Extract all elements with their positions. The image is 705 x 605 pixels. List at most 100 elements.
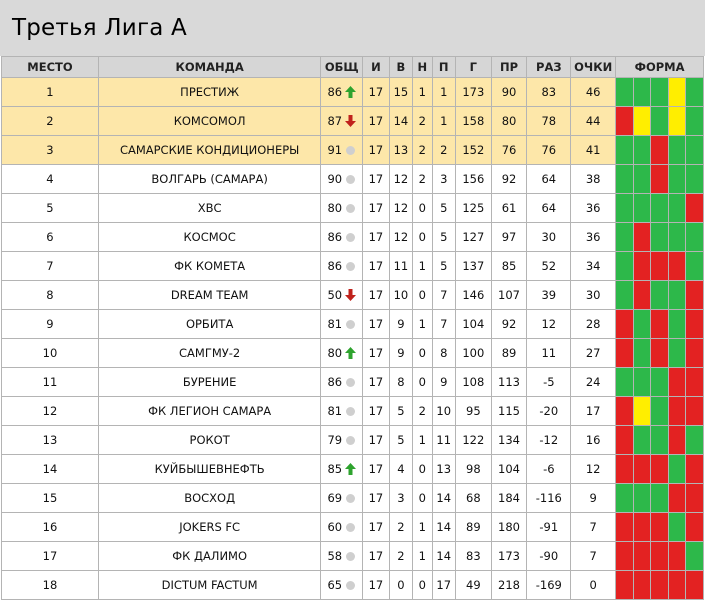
- form-loss: [616, 426, 634, 454]
- table-row[interactable]: 17 ФК ДАЛИМО 58 17 2 1 14 83 173 -90 7: [1, 541, 704, 571]
- table-row[interactable]: 15 ВОСХОД 69 17 3 0 14 68 184 -116 9: [1, 483, 704, 513]
- cell-team[interactable]: РОКОТ: [97, 425, 322, 455]
- header-points[interactable]: ОЧКИ: [570, 56, 617, 78]
- cell-team[interactable]: DICTUM FACTUM: [97, 570, 322, 600]
- overall-value: 87: [327, 114, 343, 128]
- overall-value: 60: [327, 520, 343, 534]
- cell-team[interactable]: ФК ЛЕГИОН САМАРА: [97, 396, 322, 426]
- header-played[interactable]: И: [362, 56, 390, 78]
- cell-goals-for: 125: [454, 193, 492, 223]
- header-drawn[interactable]: Н: [412, 56, 433, 78]
- table-row[interactable]: 3 САМАРСКИЕ КОНДИЦИОНЕРЫ 91 17 13 2 2 15…: [1, 135, 704, 165]
- cell-team[interactable]: ХВС: [97, 193, 322, 223]
- overall-value: 85: [327, 462, 343, 476]
- neutral-dot-icon: [345, 405, 356, 417]
- table-row[interactable]: 4 ВОЛГАРЬ (САМАРА) 90 17 12 2 3 156 92 6…: [1, 164, 704, 194]
- cell-drawn: 0: [412, 570, 433, 600]
- form-loss: [686, 397, 703, 425]
- table-row[interactable]: 16 JOKERS FC 60 17 2 1 14 89 180 -91 7: [1, 512, 704, 542]
- header-goals-against[interactable]: ПР: [490, 56, 528, 78]
- form-win: [633, 368, 652, 396]
- table-row[interactable]: 18 DICTUM FACTUM 65 17 0 0 17 49 218 -16…: [1, 570, 704, 600]
- cell-diff: -116: [526, 483, 572, 513]
- cell-lost: 5: [431, 251, 456, 281]
- form-loss: [633, 223, 652, 251]
- cell-goals-for: 108: [454, 367, 492, 397]
- cell-team[interactable]: КОСМОС: [97, 222, 322, 252]
- cell-team[interactable]: ФК КОМЕТА: [97, 251, 322, 281]
- cell-team[interactable]: ВОСХОД: [97, 483, 322, 513]
- cell-played: 17: [362, 164, 390, 194]
- cell-team[interactable]: САМАРСКИЕ КОНДИЦИОНЕРЫ: [97, 135, 322, 165]
- table-row[interactable]: 13 РОКОТ 79 17 5 1 11 122 134 -12 16: [1, 425, 704, 455]
- cell-points: 38: [570, 164, 617, 194]
- cell-played: 17: [362, 454, 390, 484]
- cell-diff: -169: [526, 570, 572, 600]
- cell-team[interactable]: ПРЕСТИЖ: [97, 77, 322, 107]
- cell-team[interactable]: ФК ДАЛИМО: [97, 541, 322, 571]
- cell-points: 46: [570, 77, 617, 107]
- cell-drawn: 0: [412, 280, 433, 310]
- table-row[interactable]: 8 DREAM TEAM 50 17 10 0 7 146 107 39 30: [1, 280, 704, 310]
- cell-team[interactable]: БУРЕНИЕ: [97, 367, 322, 397]
- header-form[interactable]: ФОРМА: [615, 56, 704, 78]
- form-loss: [686, 368, 703, 396]
- cell-team[interactable]: САМГМУ-2: [97, 338, 322, 368]
- cell-goals-for: 146: [454, 280, 492, 310]
- header-team[interactable]: КОМАНДА: [97, 56, 322, 78]
- header-overall[interactable]: ОБЩ: [320, 56, 364, 78]
- form-win: [633, 426, 652, 454]
- neutral-dot-icon: [345, 260, 356, 272]
- form-strip: [616, 281, 703, 309]
- dot-icon: [346, 319, 356, 329]
- cell-team[interactable]: КУЙБЫШЕВНЕФТЬ: [97, 454, 322, 484]
- cell-team[interactable]: ВОЛГАРЬ (САМАРА): [97, 164, 322, 194]
- header-won[interactable]: В: [388, 56, 414, 78]
- cell-goals-for: 89: [454, 512, 492, 542]
- table-row[interactable]: 14 КУЙБЫШЕВНЕФТЬ 85 17 4 0 13 98 104 -6 …: [1, 454, 704, 484]
- dot-icon: [346, 406, 356, 416]
- table-row[interactable]: 5 ХВС 80 17 12 0 5 125 61 64 36: [1, 193, 704, 223]
- form-loss: [686, 455, 703, 483]
- cell-overall: 86: [320, 251, 364, 281]
- header-diff[interactable]: РАЗ: [526, 56, 572, 78]
- cell-form: [615, 367, 704, 397]
- cell-form: [615, 512, 704, 542]
- cell-played: 17: [362, 570, 390, 600]
- cell-played: 17: [362, 338, 390, 368]
- cell-team[interactable]: ОРБИТА: [97, 309, 322, 339]
- cell-drawn: 1: [412, 512, 433, 542]
- form-loss: [633, 455, 652, 483]
- cell-team[interactable]: JOKERS FC: [97, 512, 322, 542]
- cell-team[interactable]: DREAM TEAM: [97, 280, 322, 310]
- table-row[interactable]: 10 САМГМУ-2 80 17 9 0 8 100 89 11 27: [1, 338, 704, 368]
- form-loss: [616, 339, 634, 367]
- form-win: [686, 542, 703, 570]
- table-row[interactable]: 1 ПРЕСТИЖ 86 17 15 1 1 173 90 83 46: [1, 77, 704, 107]
- cell-points: 12: [570, 454, 617, 484]
- header-goals-for[interactable]: Г: [454, 56, 492, 78]
- form-win: [668, 281, 687, 309]
- form-strip: [616, 165, 703, 193]
- table-row[interactable]: 11 БУРЕНИЕ 86 17 8 0 9 108 113 -5 24: [1, 367, 704, 397]
- form-win: [616, 194, 634, 222]
- form-strip: [616, 426, 703, 454]
- table-row[interactable]: 6 КОСМОС 86 17 12 0 5 127 97 30 36: [1, 222, 704, 252]
- cell-team[interactable]: КОМСОМОЛ: [97, 106, 322, 136]
- header-place[interactable]: МЕСТО: [1, 56, 99, 78]
- cell-drawn: 2: [412, 106, 433, 136]
- form-loss: [633, 571, 652, 599]
- overall-value: 69: [327, 491, 343, 505]
- table-row[interactable]: 9 ОРБИТА 81 17 9 1 7 104 92 12 28: [1, 309, 704, 339]
- table-row[interactable]: 2 КОМСОМОЛ 87 17 14 2 1 158 80 78 44: [1, 106, 704, 136]
- header-lost[interactable]: П: [431, 56, 456, 78]
- cell-overall: 91: [320, 135, 364, 165]
- cell-form: [615, 193, 704, 223]
- table-row[interactable]: 7 ФК КОМЕТА 86 17 11 1 5 137 85 52 34: [1, 251, 704, 281]
- cell-won: 4: [388, 454, 414, 484]
- cell-played: 17: [362, 425, 390, 455]
- table-row[interactable]: 12 ФК ЛЕГИОН САМАРА 81 17 5 2 10 95 115 …: [1, 396, 704, 426]
- cell-overall: 69: [320, 483, 364, 513]
- cell-form: [615, 135, 704, 165]
- cell-place: 1: [1, 77, 99, 107]
